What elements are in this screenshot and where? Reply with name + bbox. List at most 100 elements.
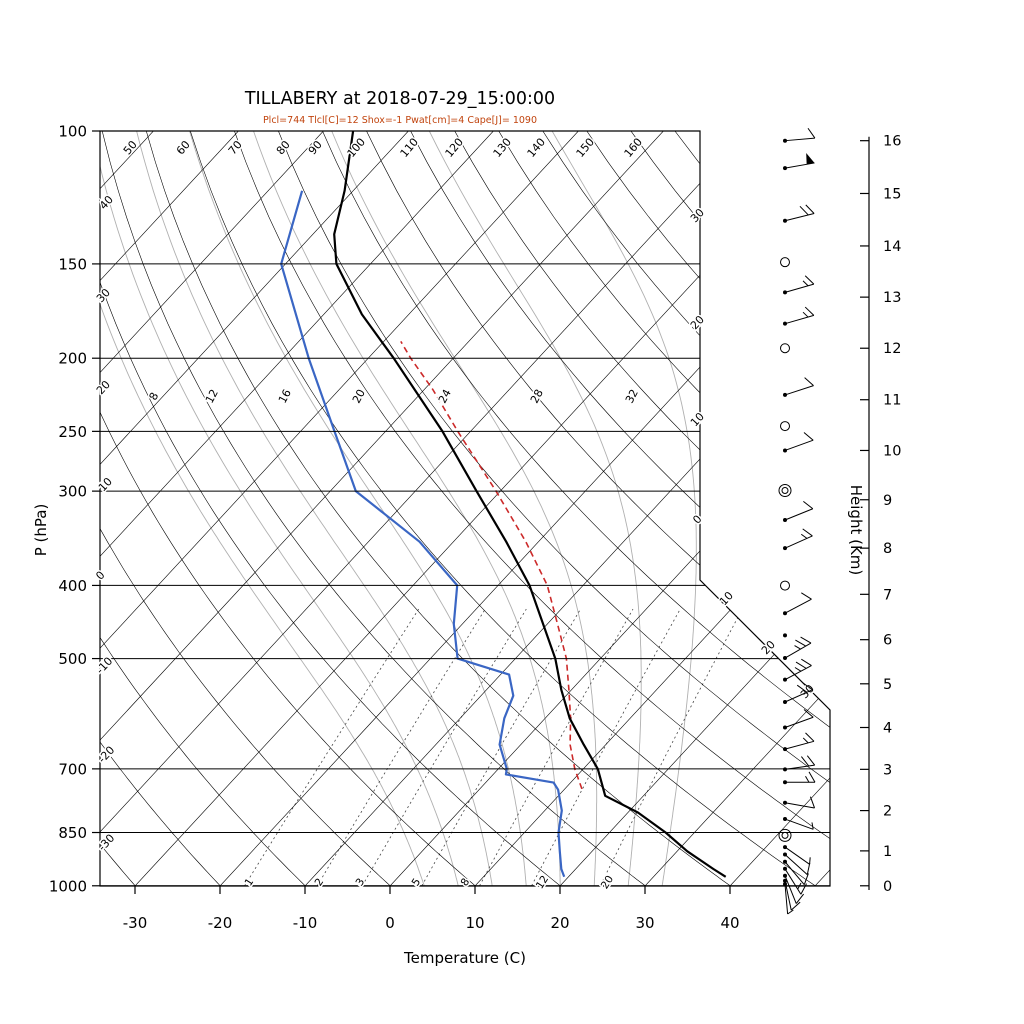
wind-barb <box>783 873 805 904</box>
wind-barb <box>783 817 814 830</box>
svg-text:0: 0 <box>690 513 704 527</box>
wind-barb <box>780 421 790 432</box>
svg-text:4: 4 <box>883 720 892 736</box>
wind-barb <box>783 500 814 522</box>
svg-text:10: 10 <box>688 410 707 429</box>
isotherm-lines <box>100 131 830 886</box>
svg-text:5: 5 <box>883 677 892 693</box>
svg-text:20: 20 <box>550 914 569 932</box>
svg-text:24: 24 <box>436 387 454 405</box>
svg-text:8: 8 <box>459 876 473 888</box>
wind-barb <box>783 204 815 223</box>
parcel-path-line <box>400 340 583 790</box>
svg-text:30: 30 <box>635 914 654 932</box>
wind-barb <box>783 633 787 638</box>
wind-barb <box>780 257 790 268</box>
svg-text:12: 12 <box>883 341 901 357</box>
wind-barb <box>783 866 807 895</box>
svg-text:30: 30 <box>94 286 113 305</box>
svg-text:-30: -30 <box>96 832 118 854</box>
svg-text:10: 10 <box>465 914 484 932</box>
plot-area <box>100 131 830 886</box>
svg-text:-20: -20 <box>208 914 233 932</box>
svg-text:1: 1 <box>243 876 257 888</box>
svg-text:850: 850 <box>58 824 87 842</box>
wind-barb <box>783 771 816 785</box>
wind-barb <box>783 709 814 730</box>
svg-text:160: 160 <box>622 136 645 160</box>
height-axis-label: Height (Km) <box>847 485 865 576</box>
wind-barb <box>783 852 811 875</box>
pressure-axis-label: P (hPa) <box>32 504 50 557</box>
wind-barb <box>783 377 814 397</box>
wind-barb <box>783 878 801 911</box>
wind-barb <box>778 483 792 497</box>
svg-text:60: 60 <box>174 138 193 157</box>
svg-text:1000: 1000 <box>49 877 87 895</box>
mixing-ratio-lines <box>244 608 743 886</box>
svg-text:9: 9 <box>883 493 892 509</box>
svg-text:50: 50 <box>121 138 140 157</box>
svg-text:3: 3 <box>883 762 892 778</box>
svg-text:10: 10 <box>883 443 901 459</box>
svg-text:20: 20 <box>599 873 616 891</box>
svg-text:1: 1 <box>883 844 892 860</box>
svg-text:12: 12 <box>203 387 221 405</box>
svg-text:2: 2 <box>883 804 892 820</box>
wind-barb <box>783 306 815 326</box>
svg-text:20: 20 <box>688 313 707 332</box>
isobar-lines <box>100 130 830 887</box>
wind-barb <box>783 755 816 772</box>
svg-text:-10: -10 <box>293 914 318 932</box>
svg-text:250: 250 <box>58 423 87 441</box>
svg-text:40: 40 <box>720 914 739 932</box>
svg-text:-10: -10 <box>94 655 116 677</box>
wind-barb <box>783 528 813 551</box>
svg-text:700: 700 <box>58 760 87 778</box>
wind-barb <box>783 859 809 886</box>
svg-text:28: 28 <box>528 387 546 405</box>
wind-barb <box>783 152 815 171</box>
chart-title: TILLABERY at 2018-07-29_15:00:00 <box>244 89 555 109</box>
svg-text:120: 120 <box>443 136 466 160</box>
svg-text:150: 150 <box>58 255 87 273</box>
svg-text:32: 32 <box>623 387 641 405</box>
wind-barb <box>783 732 815 752</box>
wind-barb <box>783 796 816 809</box>
wind-barb <box>783 845 811 865</box>
svg-text:11: 11 <box>883 393 901 409</box>
dewpoint-profile-line <box>280 190 566 878</box>
svg-text:7: 7 <box>883 587 892 603</box>
wind-barb <box>783 658 812 682</box>
svg-text:90: 90 <box>306 138 325 157</box>
temperature-profile-line <box>333 131 727 878</box>
svg-text:80: 80 <box>274 138 293 157</box>
wind-barb <box>783 275 815 295</box>
svg-text:500: 500 <box>58 650 87 668</box>
svg-text:2: 2 <box>313 876 327 888</box>
svg-text:13: 13 <box>883 290 901 306</box>
svg-text:15: 15 <box>883 186 901 202</box>
chart-subtitle: Plcl=744 Tlcl[C]=12 Shox=-1 Pwat[cm]=4 C… <box>263 115 537 126</box>
svg-text:-30: -30 <box>123 914 148 932</box>
wind-barb <box>783 127 816 143</box>
svg-text:20: 20 <box>94 378 113 397</box>
svg-text:14: 14 <box>883 239 901 255</box>
wind-barb-column <box>778 127 816 915</box>
svg-text:30: 30 <box>688 206 707 225</box>
svg-text:20: 20 <box>350 387 368 405</box>
svg-text:8: 8 <box>883 541 892 557</box>
svg-text:130: 130 <box>491 136 514 160</box>
wind-barb <box>783 592 812 616</box>
svg-text:-20: -20 <box>96 744 118 766</box>
svg-text:200: 200 <box>58 350 87 368</box>
temperature-axis-label: Temperature (C) <box>403 949 526 967</box>
sounding-profiles <box>280 131 727 878</box>
svg-text:0: 0 <box>385 914 395 932</box>
wind-barb <box>783 682 813 704</box>
